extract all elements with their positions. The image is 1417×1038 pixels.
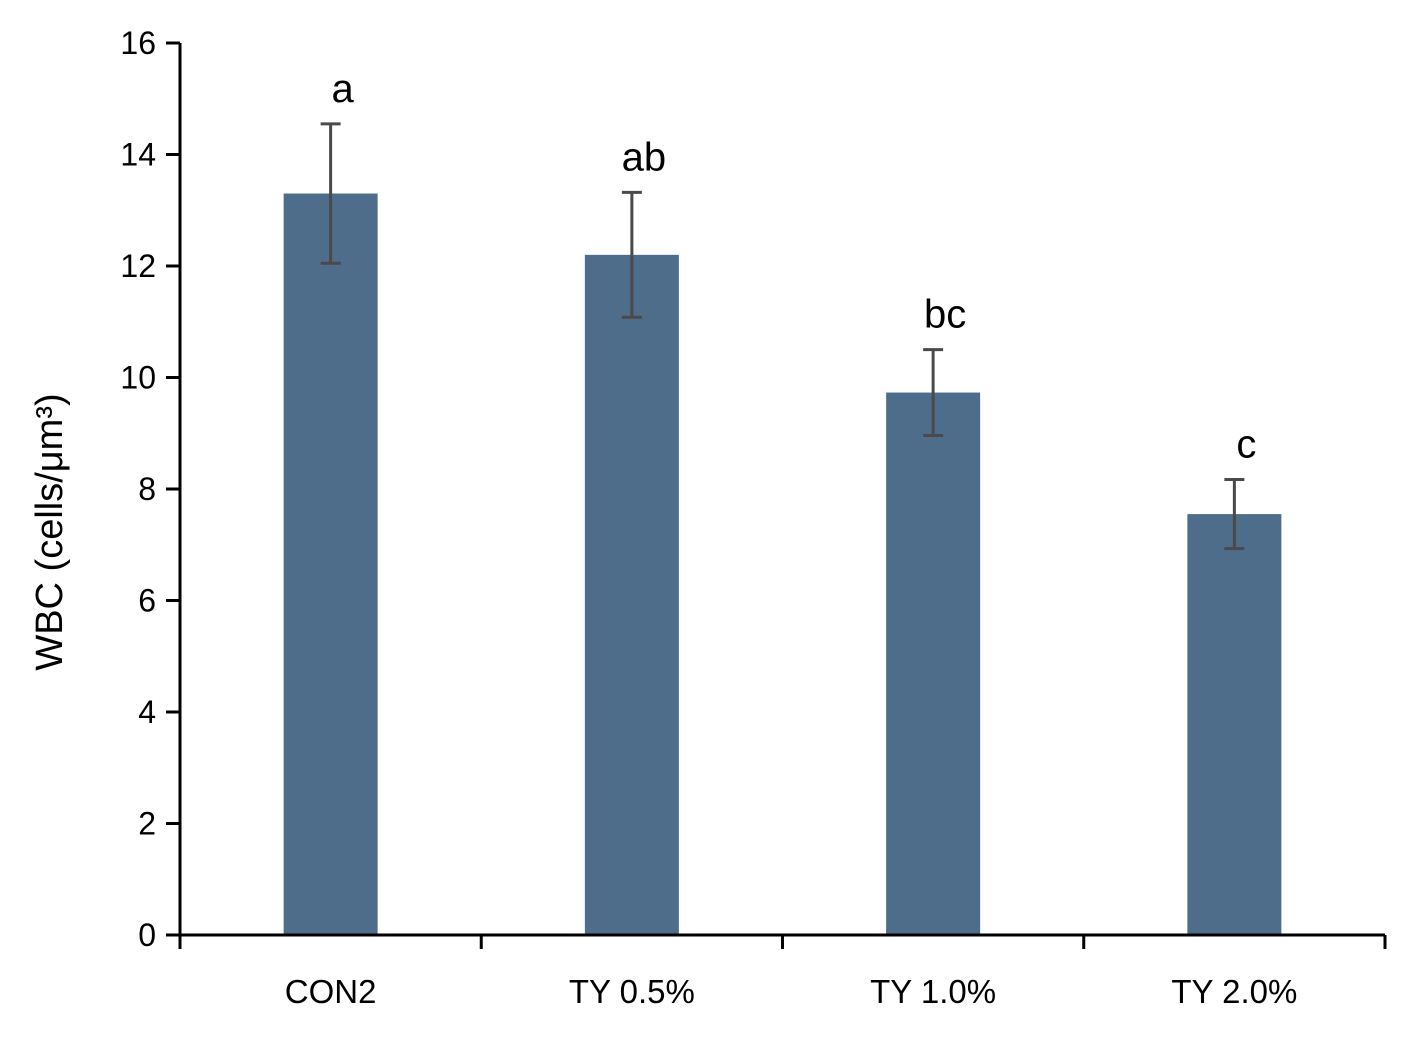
labels-layer: a CON2 ab TY 0.5% bc TY 1.0% c TY 2.0% 0 2 4 6 8 10 12… — [29, 25, 1297, 1010]
bar-2 — [584, 254, 679, 936]
x-tick-label-4: TY 2.0% — [1171, 973, 1297, 1010]
y-tick-label-9: 16 — [120, 25, 156, 61]
significance-letter-3: bc — [924, 293, 966, 337]
y-axis-title: WBC (cells/μm³) — [29, 393, 71, 670]
bar-4 — [1187, 514, 1282, 935]
x-tick-label-2: TY 0.5% — [569, 973, 695, 1010]
axes-layer — [166, 41, 1387, 949]
significance-letter-4: c — [1236, 423, 1256, 467]
bar-1 — [283, 193, 378, 935]
x-tick-label-3: TY 1.0% — [870, 973, 996, 1010]
y-tick-label-4: 6 — [138, 583, 156, 619]
y-tick-label-5: 8 — [138, 471, 156, 507]
y-tick-label-8: 14 — [120, 137, 156, 173]
y-tick-label-6: 10 — [120, 360, 156, 396]
significance-letter-2: ab — [622, 135, 667, 179]
y-tick-label-2: 2 — [138, 806, 156, 842]
y-tick-label-7: 12 — [120, 248, 156, 284]
error-bars-layer — [320, 122, 1245, 551]
bars-layer — [283, 193, 1282, 936]
x-tick-label-1: CON2 — [285, 973, 377, 1010]
y-tick-label-3: 4 — [138, 694, 156, 730]
y-tick-label-1: 0 — [138, 917, 156, 953]
significance-letter-1: a — [332, 67, 355, 111]
bar-3 — [886, 392, 981, 935]
